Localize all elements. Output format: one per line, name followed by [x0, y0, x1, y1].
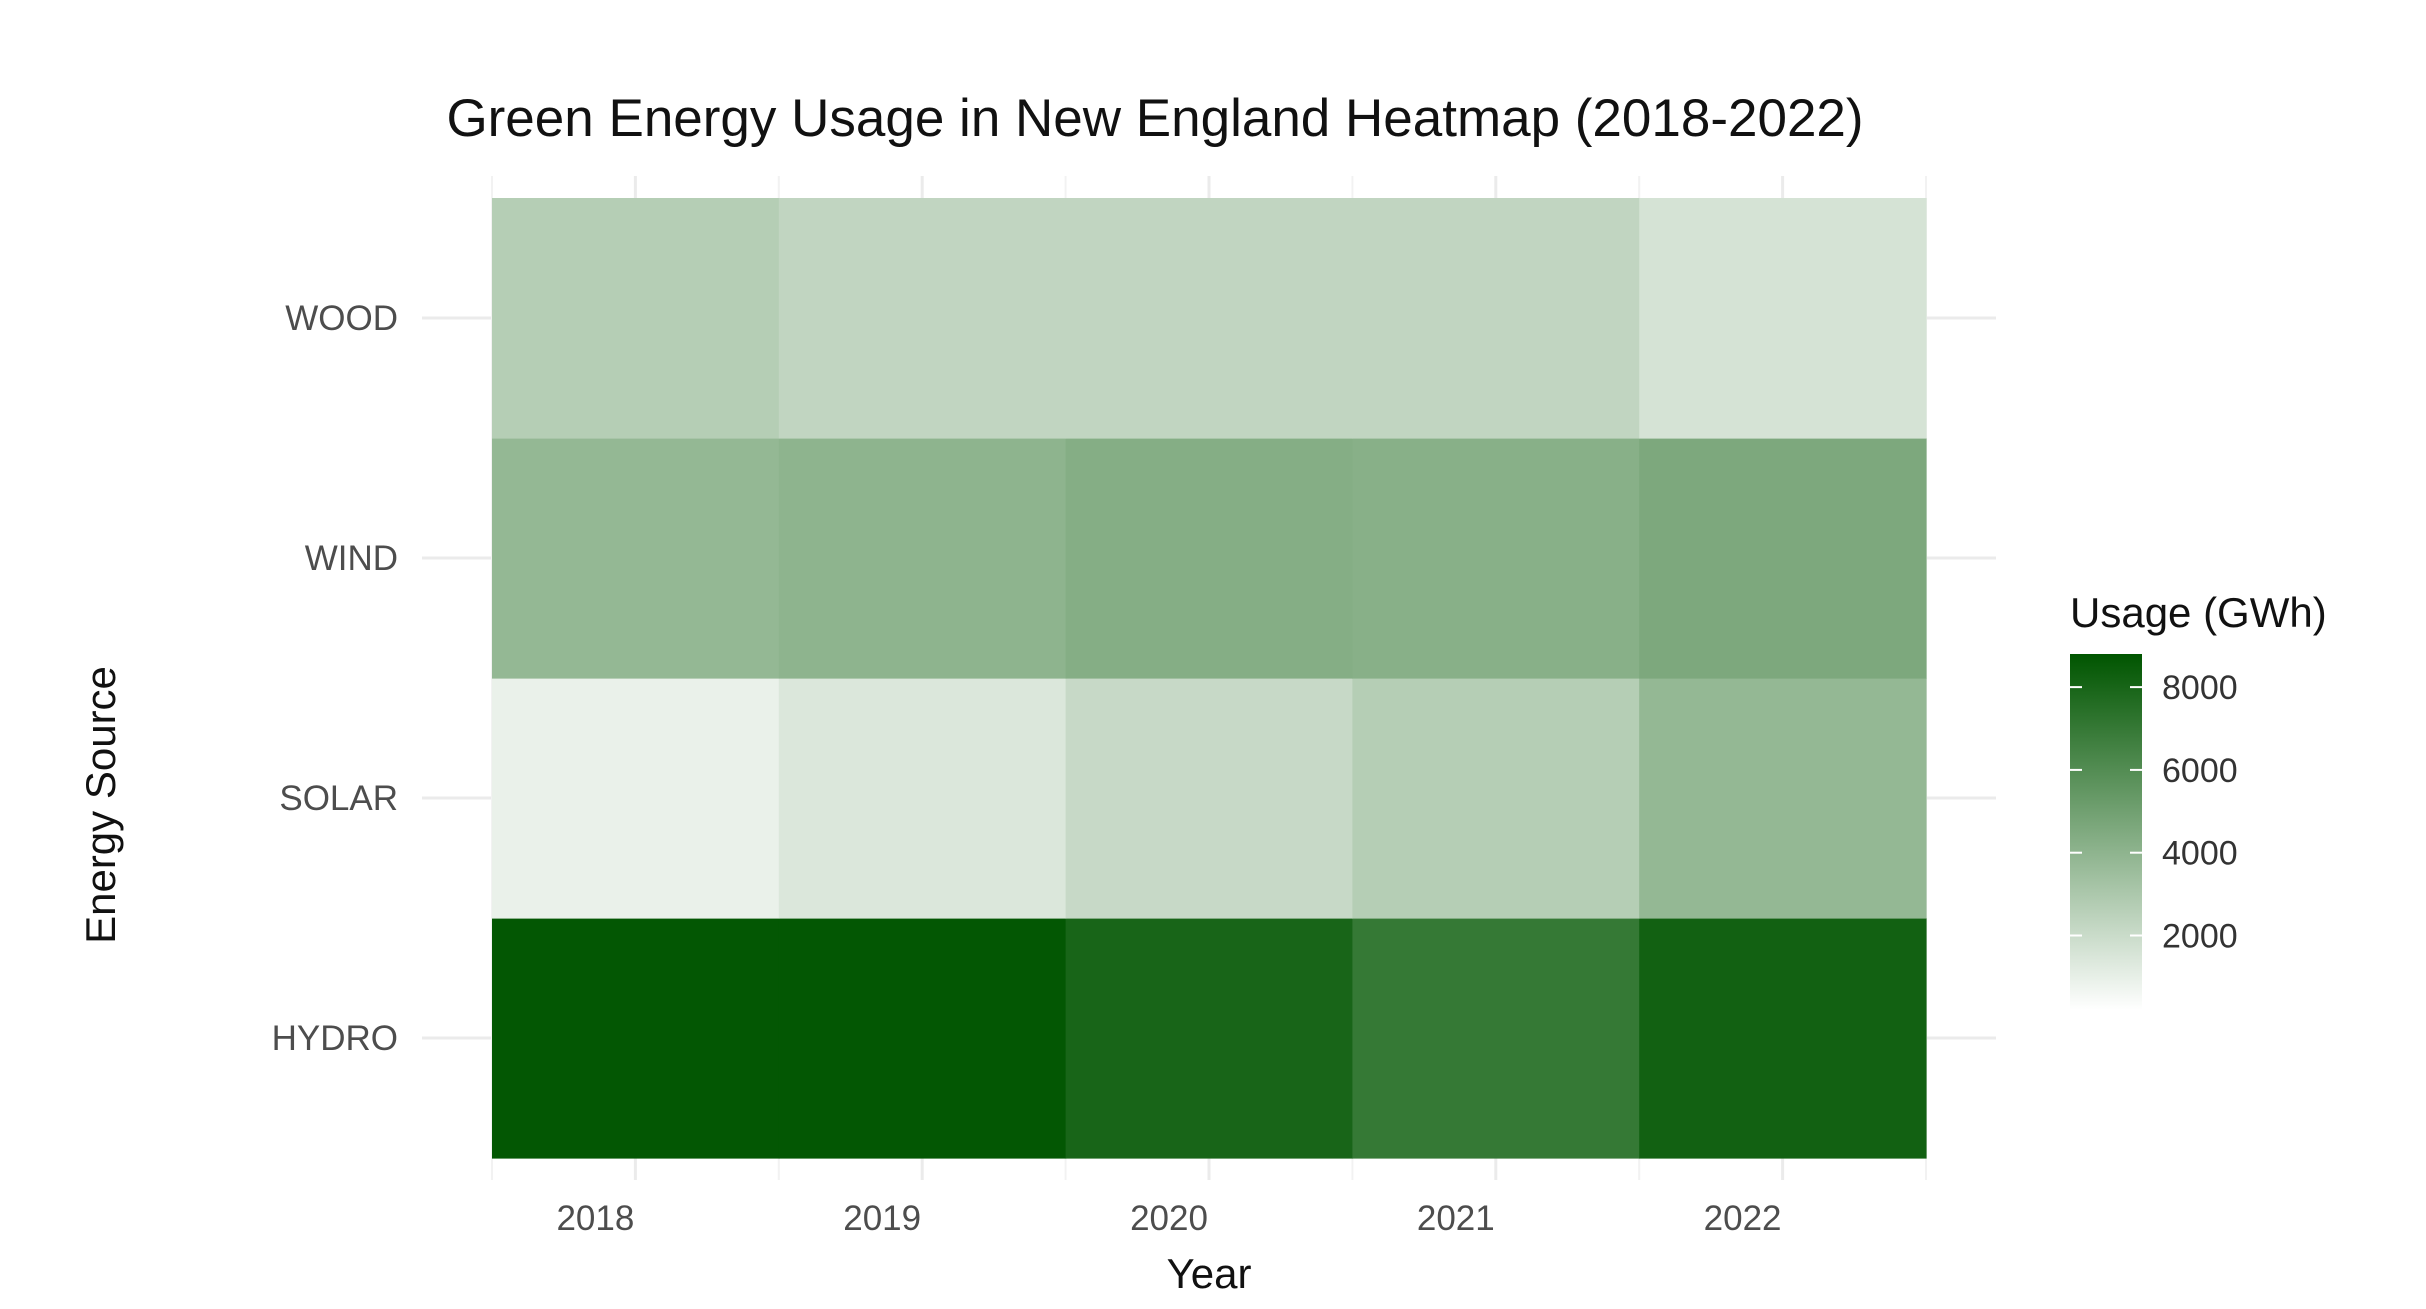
heatmap-cell-solar-2020 — [1065, 678, 1353, 919]
x-axis-title: Year — [1167, 1250, 1252, 1297]
heatmap-cell-hydro-2019 — [778, 918, 1067, 1159]
chart-title: Green Energy Usage in New England Heatma… — [446, 89, 1863, 148]
color-legend: Usage (GWh) 2000 4000 6000 8000 — [2070, 589, 2327, 1010]
heatmap-cell-wind-2022 — [1639, 438, 1927, 679]
x-tick-label-2018: 2018 — [556, 1199, 634, 1238]
heatmap-cell-wind-2021 — [1352, 438, 1640, 679]
x-tick-label-2019: 2019 — [843, 1199, 921, 1238]
x-axis-ticks: 2018 2019 2020 2021 2022 — [556, 1199, 1781, 1238]
heatmap-cell-hydro-2021 — [1352, 918, 1640, 1159]
heatmap-cell-solar-2022 — [1639, 678, 1927, 919]
y-tick-label-solar: SOLAR — [279, 779, 398, 818]
heatmap-cell-hydro-2018 — [492, 918, 780, 1159]
heatmap-cell-wind-2020 — [1065, 438, 1353, 679]
legend-color-bar — [2070, 654, 2142, 1010]
heatmap-cell-wood-2020 — [1065, 198, 1353, 439]
heatmap-cells — [492, 198, 1927, 1159]
heatmap-cell-hydro-2022 — [1639, 918, 1927, 1159]
heatmap-cell-wood-2022 — [1639, 198, 1927, 439]
heatmap-cell-solar-2021 — [1352, 678, 1640, 919]
legend-tick-label-8000: 8000 — [2162, 669, 2238, 707]
y-tick-label-wood: WOOD — [285, 299, 398, 338]
heatmap-cell-wood-2019 — [778, 198, 1067, 439]
x-tick-label-2021: 2021 — [1417, 1199, 1495, 1238]
legend-ticks: 2000 4000 6000 8000 — [2070, 669, 2238, 955]
y-axis-title: Energy Source — [77, 666, 124, 944]
heatmap-cell-wind-2018 — [492, 438, 780, 679]
heatmap-cell-wind-2019 — [778, 438, 1067, 679]
heatmap-cell-hydro-2020 — [1065, 918, 1353, 1159]
legend-tick-label-2000: 2000 — [2162, 917, 2238, 955]
heatmap-cell-solar-2019 — [778, 678, 1067, 919]
heatmap-cell-wood-2018 — [492, 198, 780, 439]
x-tick-label-2020: 2020 — [1130, 1199, 1208, 1238]
legend-tick-label-4000: 4000 — [2162, 835, 2238, 873]
heatmap-cell-wood-2021 — [1352, 198, 1640, 439]
x-tick-label-2022: 2022 — [1704, 1199, 1782, 1238]
legend-title: Usage (GWh) — [2070, 589, 2327, 636]
y-axis-ticks: HYDRO SOLAR WIND WOOD — [272, 299, 398, 1058]
heatmap-cell-solar-2018 — [492, 678, 780, 919]
y-tick-label-wind: WIND — [305, 539, 398, 578]
legend-tick-label-6000: 6000 — [2162, 752, 2238, 790]
y-tick-label-hydro: HYDRO — [272, 1019, 398, 1058]
